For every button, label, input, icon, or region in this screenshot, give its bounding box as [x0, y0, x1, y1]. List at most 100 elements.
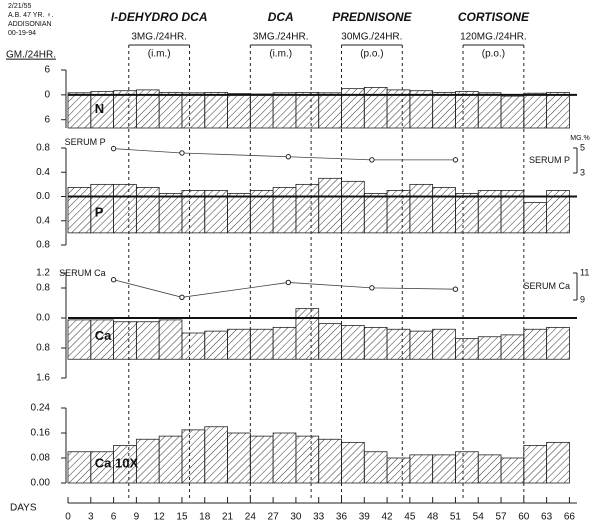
bar	[67, 451, 92, 484]
x-tick-label: 36	[336, 512, 348, 523]
treatment-dose: 120MG./24HR.	[460, 32, 527, 43]
panel-label: N	[95, 101, 104, 116]
balance-bar	[363, 193, 388, 234]
balance-bar	[477, 92, 502, 129]
serum-point	[179, 150, 185, 156]
balance-bar	[523, 92, 548, 129]
balance-bar	[295, 183, 320, 234]
y-tick-label: 0.0	[36, 313, 50, 324]
y-axis-label: GM./24HR.	[6, 50, 56, 61]
serum-point	[179, 294, 185, 300]
balance-bar	[318, 177, 342, 234]
y-tick-label: 0.08	[31, 453, 51, 464]
serum-point	[110, 145, 117, 152]
balance-bar	[546, 91, 570, 129]
y2-axis-label: SERUM P	[529, 155, 570, 165]
x-tick-label: 57	[495, 512, 507, 523]
serum-line	[113, 148, 456, 161]
header-patient: A.B. 47 YR. ♀.	[8, 12, 54, 19]
bar	[523, 445, 548, 484]
treatment-route: (p.o.)	[482, 49, 505, 60]
bar	[500, 457, 525, 484]
balance-bar	[341, 180, 365, 234]
x-tick-label: 27	[268, 512, 280, 523]
y2-unit: MG.%	[570, 135, 589, 142]
serum-point	[285, 279, 292, 286]
x-tick-label: 63	[541, 512, 553, 523]
x-tick-label: 33	[313, 512, 325, 523]
treatment-route: (i.m.)	[269, 49, 292, 60]
bar	[432, 454, 456, 484]
treatment-name: CORTISONE	[458, 10, 530, 24]
x-tick-label: 6	[111, 512, 117, 523]
series-label: SERUM Ca	[59, 268, 106, 278]
serum-point	[452, 286, 459, 292]
serum-point	[110, 277, 117, 283]
treatment-name: I-DEHYDRO DCA	[111, 10, 208, 24]
balance-bar	[341, 325, 365, 360]
balance-bar	[204, 330, 228, 360]
y-tick-label: 0.4	[36, 167, 50, 178]
balance-bar	[158, 91, 183, 129]
balance-bar	[432, 187, 456, 234]
balance-bar	[272, 187, 297, 234]
balance-bar	[477, 336, 502, 360]
balance-bar	[204, 91, 228, 129]
balance-bar	[227, 328, 251, 360]
bar	[295, 435, 320, 484]
balance-bar	[227, 193, 251, 234]
y2-tick-label: 3	[580, 167, 585, 177]
balance-bar	[363, 326, 388, 360]
y-tick-label: 0.8	[36, 143, 50, 154]
treatment-dose: 3MG./24HR.	[131, 32, 187, 43]
x-tick-label: 48	[427, 512, 439, 523]
balance-bar	[409, 183, 434, 234]
balance-bar	[432, 328, 456, 360]
y-tick-label: 0.8	[36, 343, 50, 354]
x-tick-label: 12	[154, 512, 166, 523]
treatment-route: (i.m.)	[148, 49, 171, 60]
balance-bar	[386, 328, 411, 360]
x-tick-label: 45	[404, 512, 416, 523]
balance-bar	[113, 183, 137, 234]
panel-label: P	[95, 204, 104, 219]
balance-bar	[181, 332, 206, 360]
balance-bar	[272, 92, 297, 129]
x-tick-label: 51	[450, 512, 462, 523]
x-tick-label: 30	[290, 512, 302, 523]
balance-bar	[500, 95, 525, 129]
bar	[249, 435, 274, 484]
y-tick-label: 0.8	[36, 283, 50, 294]
balance-bar	[455, 338, 479, 360]
treatment-route: (p.o.)	[360, 49, 383, 60]
treatment-name: DCA	[268, 10, 294, 24]
y-tick-label: 0.4	[36, 215, 50, 226]
y-tick-label: 0.8	[36, 240, 50, 251]
serum-point	[285, 154, 292, 160]
y-tick-label: 6	[44, 65, 50, 76]
balance-bar	[318, 323, 342, 360]
x-tick-label: 9	[134, 512, 140, 523]
balance-bar	[181, 92, 206, 129]
balance-bar	[432, 91, 456, 129]
serum-point	[369, 285, 375, 291]
y2-axis-label: SERUM Ca	[523, 281, 570, 291]
y-tick-label: 1.2	[36, 268, 50, 279]
x-tick-label: 60	[518, 512, 530, 523]
balance-bar	[113, 321, 137, 360]
bar	[272, 432, 297, 484]
x-tick-label: 54	[473, 512, 485, 523]
balance-bar	[455, 91, 479, 129]
x-tick-label: 39	[359, 512, 371, 523]
y-tick-label: 0.16	[31, 428, 51, 439]
serum-line	[113, 279, 456, 298]
header-diagnosis: ADDISONIAN	[8, 21, 52, 28]
bar	[386, 457, 411, 484]
balance-bar	[67, 92, 92, 129]
balance-bar	[409, 330, 434, 360]
balance-bar	[249, 93, 274, 129]
balance-bar	[523, 328, 548, 360]
balance-bar	[67, 319, 92, 360]
balance-bar	[295, 91, 320, 129]
